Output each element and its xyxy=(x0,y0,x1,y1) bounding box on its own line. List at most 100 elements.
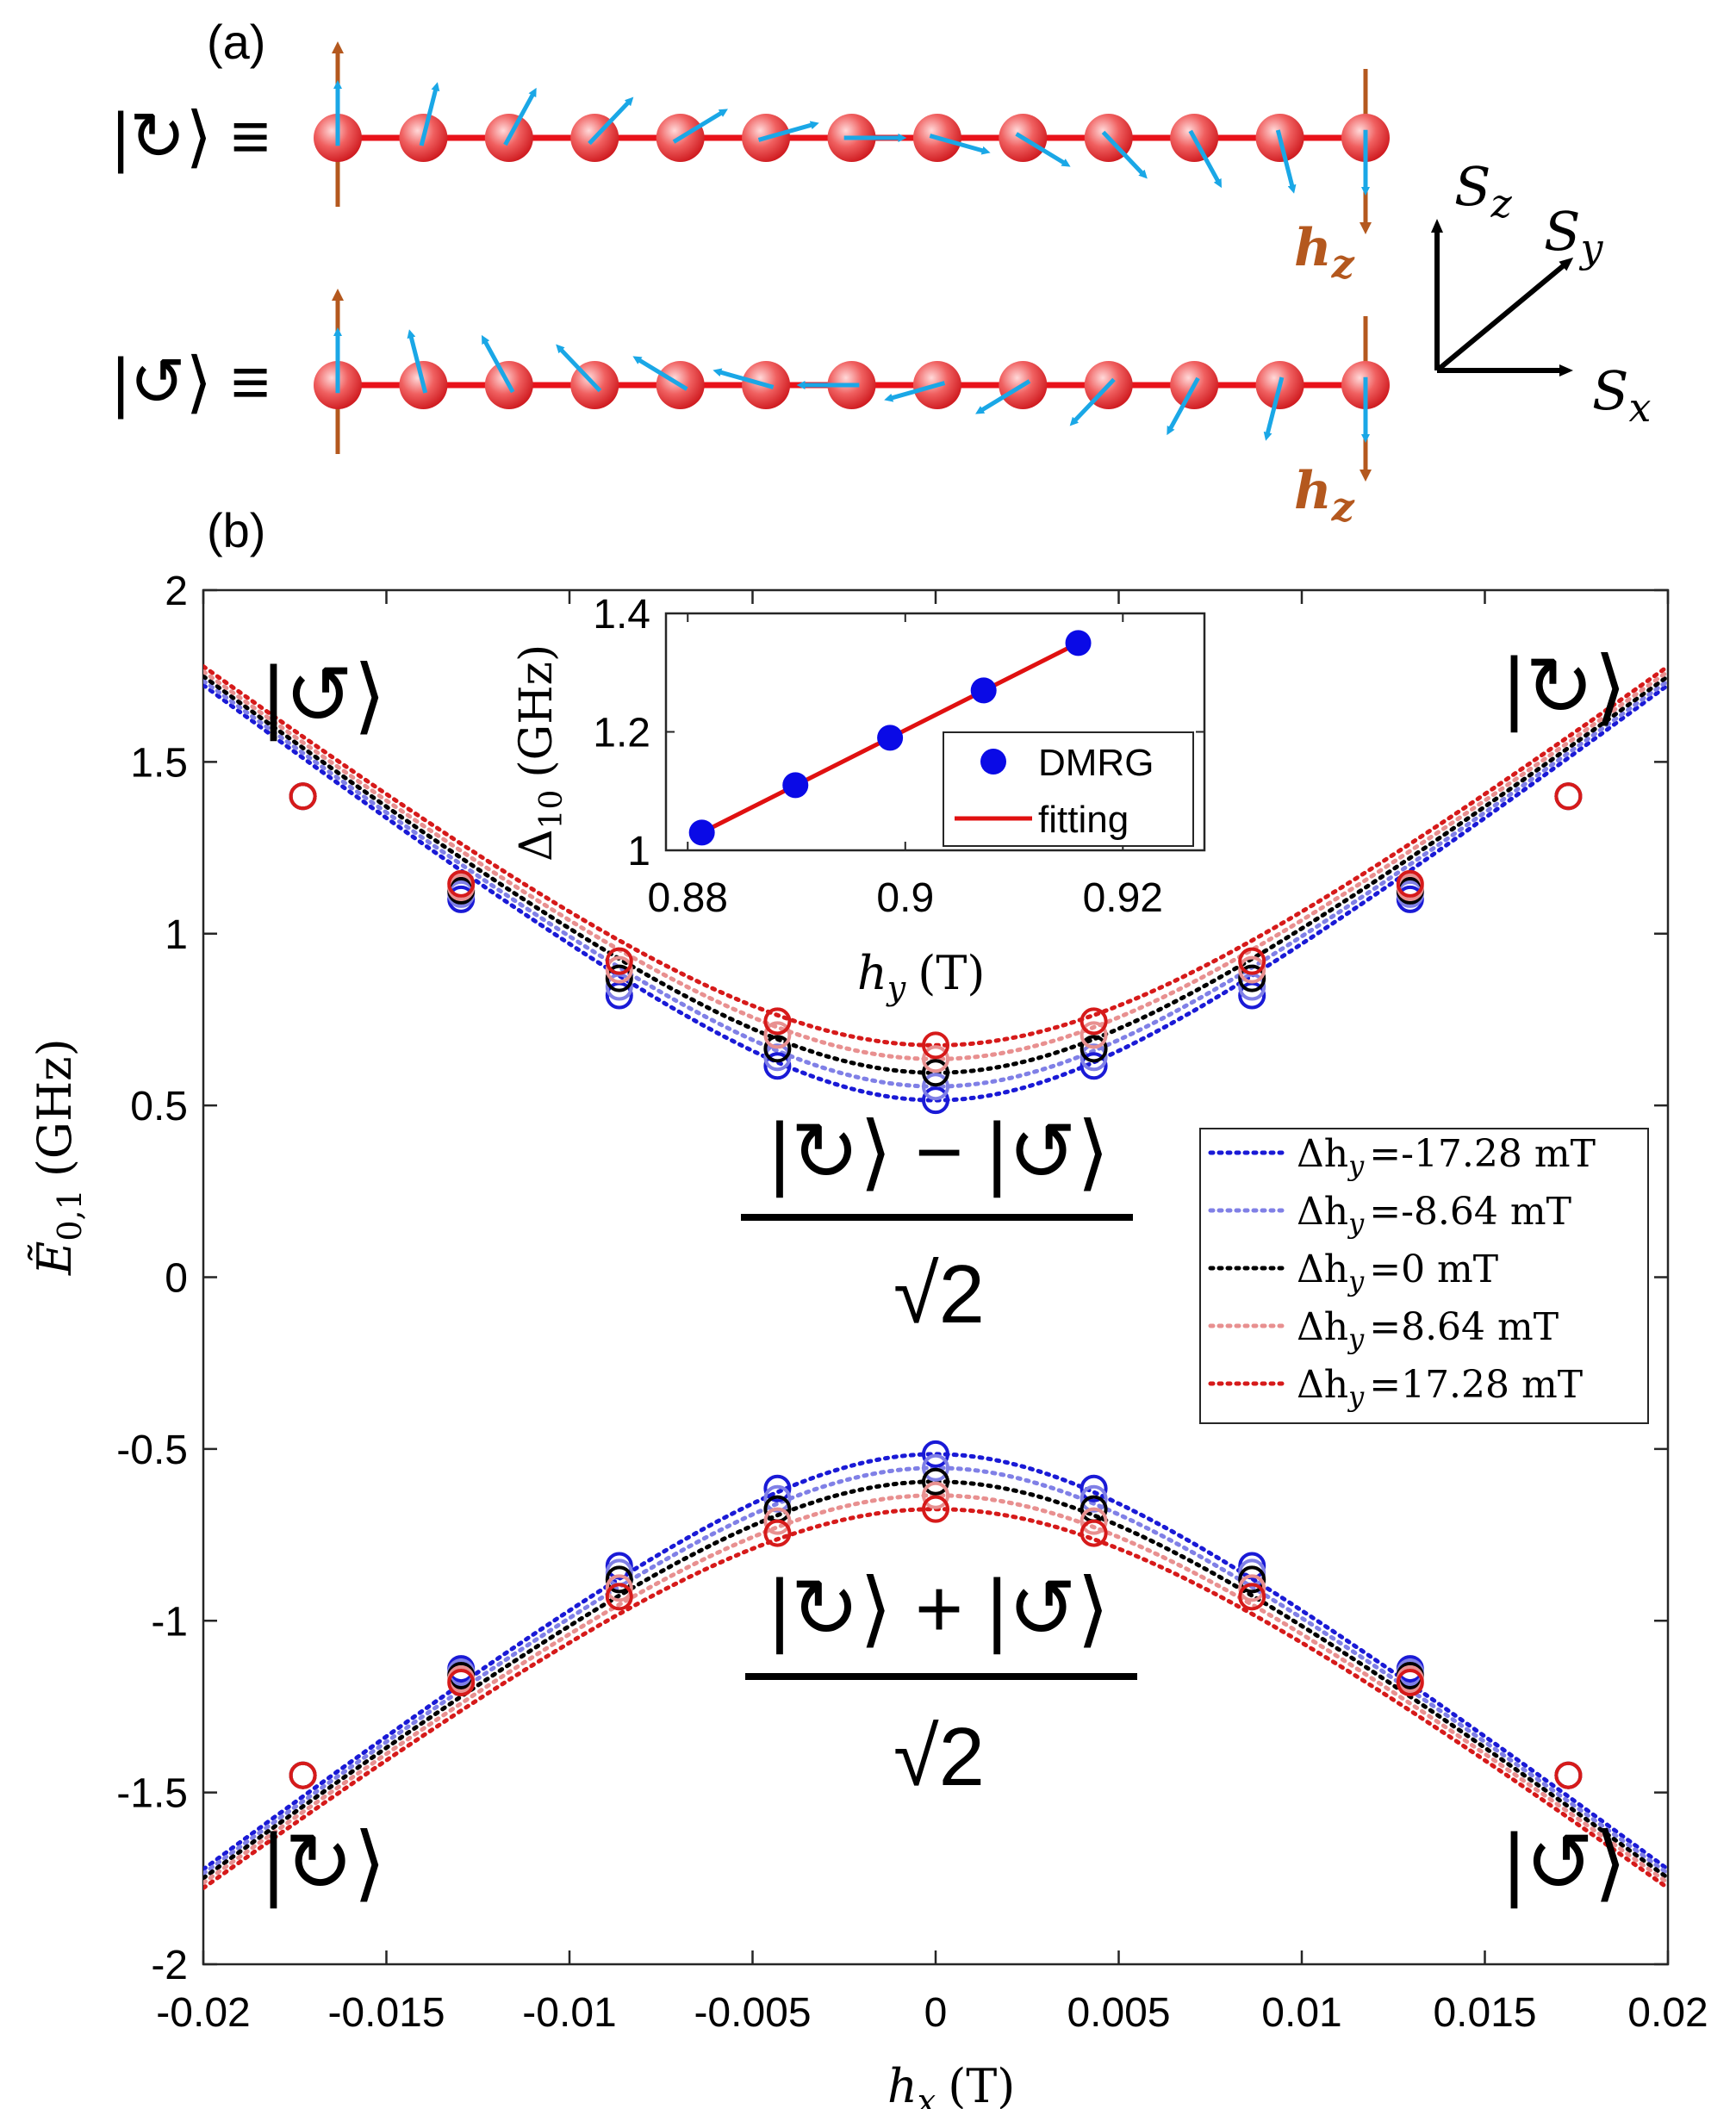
legend-label: Δhy =17.28 mT xyxy=(1297,1363,1583,1413)
data-point-lower xyxy=(922,1440,949,1468)
upper-fraction-numerator: |↻⟩ − |↺⟩ xyxy=(768,1106,1109,1198)
data-point-upper xyxy=(922,1086,949,1115)
data-point-lower xyxy=(763,1484,792,1513)
legend-label: Δhy =8.64 mT xyxy=(1297,1305,1559,1355)
inset-x-tick-label: 0.9 xyxy=(876,875,934,921)
spin-arrow xyxy=(1069,377,1116,426)
data-point-upper xyxy=(1238,947,1266,975)
data-point-lower xyxy=(763,1507,792,1535)
data-point-lower xyxy=(1554,1761,1583,1789)
sz-axis-label: Sz xyxy=(1454,155,1512,227)
main-axis-ticks: -0.02 -0.015 -0.01 -0.005 0 0.005 0.01 0.015 0.0… xyxy=(116,569,1708,2036)
spin-arrow xyxy=(407,329,428,394)
data-point-upper xyxy=(1080,1007,1108,1036)
y-tick-label: 0.5 xyxy=(130,1084,188,1129)
x-tick-label: -0.01 xyxy=(522,1990,616,2036)
data-point-upper xyxy=(605,955,633,984)
main-y-axis-label: Ẽ0,1(GHz) xyxy=(27,1038,89,1276)
data-point-lower xyxy=(1238,1583,1266,1611)
inset-y-axis-label: Δ10(GHz) xyxy=(511,644,569,862)
data-point-lower xyxy=(763,1519,792,1547)
x-tick-label: 0.01 xyxy=(1261,1990,1341,2036)
data-point-lower xyxy=(605,1552,633,1580)
y-tick-label: -2 xyxy=(151,1943,188,1988)
legend-label: Δhy =0 mT xyxy=(1297,1247,1498,1297)
spin-arrow xyxy=(1101,130,1148,179)
data-point-lower xyxy=(922,1453,949,1482)
spin-arrow xyxy=(712,368,775,389)
data-point-lower xyxy=(447,1669,476,1697)
inset-x-tick-label: 0.92 xyxy=(1083,875,1163,921)
data-point-lower xyxy=(922,1481,949,1509)
main-x-axis-label: hx (T) xyxy=(887,2059,1015,2109)
y-tick-label: -1 xyxy=(151,1599,188,1645)
data-point-upper xyxy=(763,1035,792,1063)
panel-a: (a) |↻⟩ ≡ |↺⟩ ≡ hz hz Sz Sy Sx xyxy=(112,15,1651,530)
inset-x-tick-label: 0.88 xyxy=(648,875,728,921)
spin-arrow xyxy=(632,356,688,391)
data-point-upper xyxy=(1238,964,1266,992)
data-point-upper xyxy=(1554,782,1583,811)
annotation-bottom-left: |↻⟩ xyxy=(263,1817,386,1909)
legend-label: Δhy =-17.28 mT xyxy=(1297,1132,1596,1182)
y-tick-label: 2 xyxy=(165,569,188,614)
main-legend-box xyxy=(1199,1128,1649,1424)
lower-fraction-numerator: |↻⟩ + |↺⟩ xyxy=(768,1563,1109,1655)
panel-b-label: (b) xyxy=(207,503,265,557)
data-point-lower xyxy=(1396,1669,1424,1697)
data-point-lower xyxy=(1080,1507,1108,1535)
spin-arrow xyxy=(1188,129,1223,189)
data-point-upper xyxy=(289,782,317,811)
data-point-lower xyxy=(605,1565,633,1594)
chain-cw xyxy=(314,41,1390,234)
sx-axis-label: Sx xyxy=(1592,359,1651,431)
data-point-upper xyxy=(1080,1035,1108,1063)
spin-arrow xyxy=(884,381,946,402)
x-tick-label: -0.015 xyxy=(327,1990,445,2036)
spin-arrow xyxy=(481,334,515,394)
sy-axis-arrow xyxy=(1435,257,1574,373)
sy-axis-label: Sy xyxy=(1544,200,1603,271)
spin-arrow xyxy=(419,82,440,146)
data-point-upper xyxy=(763,1052,792,1080)
data-point-lower xyxy=(605,1574,633,1602)
dmrg-point xyxy=(877,725,904,751)
data-point-upper xyxy=(605,947,633,975)
upper-fraction-denominator: √2 xyxy=(893,1248,985,1341)
data-point-upper xyxy=(763,1043,792,1072)
spin-arrow xyxy=(1015,132,1071,167)
data-point-upper xyxy=(1238,955,1266,984)
data-point-lower xyxy=(922,1467,949,1496)
annotation-top-left: |↺⟩ xyxy=(263,650,386,742)
data-point-upper xyxy=(763,1021,792,1049)
ccw-state-label: |↺⟩ ≡ xyxy=(112,344,270,420)
x-tick-label: 0 xyxy=(924,1990,948,2036)
data-point-upper xyxy=(605,964,633,992)
cw-state-label: |↻⟩ ≡ xyxy=(112,98,270,174)
data-point-upper xyxy=(922,1031,949,1060)
dmrg-point xyxy=(1065,630,1092,656)
inset-y-tick-label: 1.4 xyxy=(593,592,650,638)
data-point-lower xyxy=(1238,1574,1266,1602)
legend-label: Δhy =-8.64 mT xyxy=(1297,1190,1571,1240)
data-point-upper xyxy=(1396,869,1424,898)
annotation-bottom-right: |↺⟩ xyxy=(1503,1817,1627,1909)
spin-arrow xyxy=(672,109,728,144)
data-point-lower xyxy=(1080,1484,1108,1513)
y-tick-label: -1.5 xyxy=(116,1771,188,1817)
x-tick-label: -0.02 xyxy=(156,1990,250,2036)
data-point-upper xyxy=(1080,1021,1108,1049)
data-point-lower xyxy=(1238,1552,1266,1580)
main-points xyxy=(289,782,1583,1789)
main-legend: Δhy =-17.28 mT Δhy =-8.64 mT Δhy =0 mT Δhy =8.6… xyxy=(1199,1128,1649,1424)
inset-marks xyxy=(688,630,1092,846)
spin-axes: Sz Sy Sx xyxy=(1431,155,1651,431)
data-point-lower xyxy=(1080,1519,1108,1547)
data-point-lower xyxy=(763,1474,792,1502)
data-point-upper xyxy=(922,1045,949,1073)
chain-ccw xyxy=(314,289,1390,482)
spin-arrow xyxy=(1263,376,1285,441)
inset-y-tick-label: 1.2 xyxy=(593,711,650,756)
data-point-upper xyxy=(922,1073,949,1101)
